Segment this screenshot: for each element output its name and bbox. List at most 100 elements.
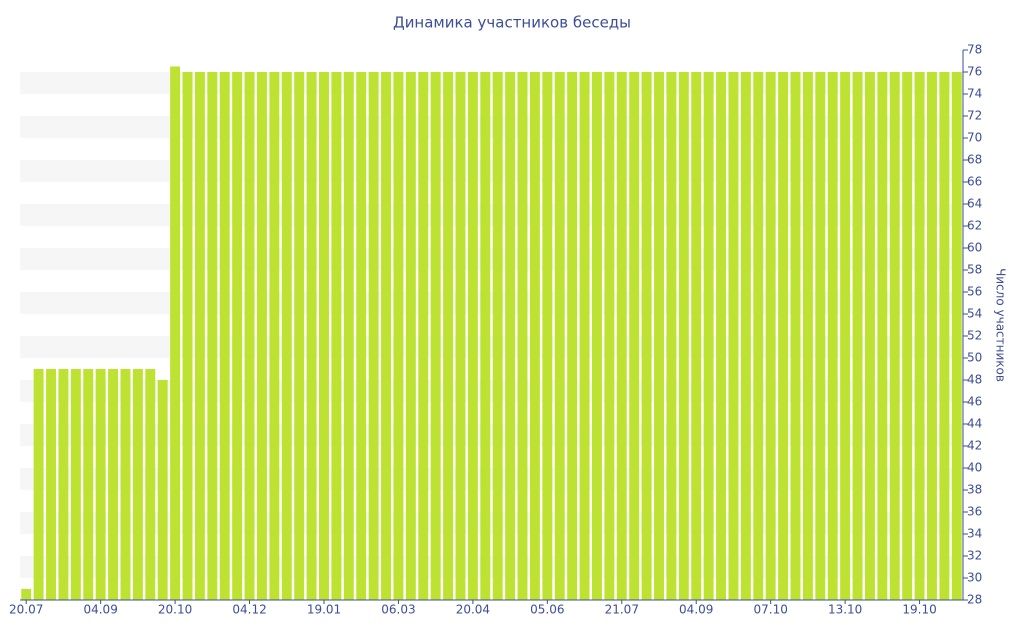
- bar: [592, 72, 602, 600]
- y-tick-label: 36: [967, 505, 982, 519]
- bar: [492, 72, 503, 600]
- y-tick-label: 78: [967, 43, 982, 57]
- bar: [877, 72, 888, 600]
- y-tick-label: 76: [967, 65, 982, 79]
- y-tick-label: 68: [967, 153, 982, 167]
- x-tick-label: 04.12: [232, 603, 266, 617]
- bar: [641, 72, 652, 600]
- bar: [728, 72, 739, 600]
- bar: [430, 72, 441, 600]
- bar: [157, 380, 168, 600]
- bar: [740, 72, 751, 600]
- bar: [480, 72, 491, 600]
- bar: [294, 72, 305, 600]
- y-tick-label: 56: [967, 285, 982, 299]
- y-tick-label: 66: [967, 175, 982, 189]
- bar: [579, 72, 590, 600]
- bar: [145, 369, 156, 600]
- bar: [405, 72, 416, 600]
- y-tick-label: 58: [967, 263, 982, 277]
- y-axis-label: Число участников: [994, 268, 1008, 382]
- bar: [778, 72, 789, 600]
- bar: [244, 72, 255, 600]
- bar: [691, 72, 702, 600]
- y-tick-label: 52: [967, 329, 982, 343]
- bar: [604, 72, 615, 600]
- x-tick-label: 19.01: [307, 603, 341, 617]
- y-tick-label: 44: [967, 417, 982, 431]
- x-tick-label: 05.06: [530, 603, 564, 617]
- x-tick-label: 04.09: [83, 603, 117, 617]
- bar: [802, 72, 813, 600]
- bar: [356, 72, 367, 600]
- chart-title: Динамика участников беседы: [393, 14, 631, 32]
- grid-band: [20, 512, 963, 534]
- y-tick-label: 72: [967, 109, 982, 123]
- grid-band: [20, 380, 963, 402]
- bar: [58, 369, 69, 600]
- bar: [914, 72, 925, 600]
- bar: [95, 369, 106, 600]
- bar: [753, 72, 764, 600]
- y-tick-label: 64: [967, 197, 982, 211]
- bar: [319, 72, 329, 600]
- y-tick-label: 60: [967, 241, 982, 255]
- bar: [219, 72, 230, 600]
- bar: [554, 72, 565, 600]
- bar: [629, 72, 640, 600]
- bar: [83, 369, 94, 600]
- bar: [269, 72, 280, 600]
- bar: [256, 72, 267, 600]
- y-tick-label: 34: [967, 527, 982, 541]
- y-tick-label: 48: [967, 373, 982, 387]
- bar: [616, 72, 627, 600]
- bar: [33, 369, 44, 600]
- y-tick-label: 42: [967, 439, 982, 453]
- bar: [840, 72, 851, 600]
- bar: [951, 72, 962, 600]
- bar: [703, 72, 714, 600]
- bar: [864, 72, 875, 600]
- bar: [467, 72, 478, 600]
- grid-band: [20, 204, 963, 226]
- bar: [517, 72, 528, 600]
- bar: [70, 369, 81, 600]
- y-tick-label: 30: [967, 571, 982, 585]
- bar: [132, 369, 143, 600]
- bar: [505, 72, 516, 600]
- bar: [889, 72, 900, 600]
- bar: [567, 72, 578, 600]
- y-tick-label: 50: [967, 351, 982, 365]
- bar: [443, 72, 454, 600]
- bar: [343, 72, 354, 600]
- bar: [529, 72, 540, 600]
- grid-band: [20, 72, 963, 94]
- bar: [716, 72, 727, 600]
- x-tick-label: 21.07: [605, 603, 639, 617]
- bar: [21, 589, 32, 600]
- bar: [790, 72, 801, 600]
- bar: [194, 72, 205, 600]
- bar: [902, 72, 913, 600]
- bar: [207, 72, 218, 600]
- y-tick-label: 46: [967, 395, 982, 409]
- bar: [232, 72, 243, 600]
- grid-band: [20, 336, 963, 358]
- bar: [927, 72, 937, 600]
- bar: [455, 72, 466, 600]
- grid-band: [20, 468, 963, 490]
- x-tick-label: 20.07: [9, 603, 43, 617]
- bar: [108, 369, 119, 600]
- bar: [666, 72, 677, 600]
- y-tick-label: 40: [967, 461, 982, 475]
- bar: [46, 369, 56, 600]
- bar: [852, 72, 863, 600]
- x-tick-label: 20.04: [456, 603, 490, 617]
- x-tick-label: 07.10: [753, 603, 787, 617]
- y-tick-label: 32: [967, 549, 982, 563]
- bar: [827, 72, 838, 600]
- bar: [393, 72, 404, 600]
- grid-band: [20, 160, 963, 182]
- bar: [381, 72, 391, 600]
